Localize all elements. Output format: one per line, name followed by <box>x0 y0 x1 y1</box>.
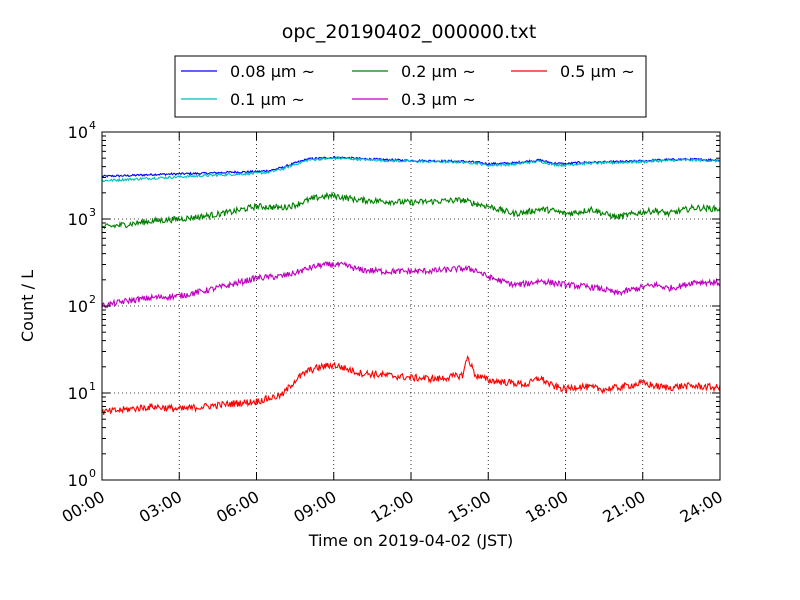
x-tick-labels: 00:00 03:00 06:00 09:00 12:00 15:00 18:00 21:00… <box>59 487 726 527</box>
x-tick-label: 21:00 <box>599 487 648 527</box>
legend-label: 0.3 μm ~ <box>401 90 476 109</box>
series-group <box>101 155 721 416</box>
y-tick-base: 10 <box>68 384 88 403</box>
legend-label: 0.08 μm ~ <box>230 62 315 81</box>
y-tick-base: 10 <box>68 210 88 229</box>
y-tick-label: 10 0 <box>68 467 96 490</box>
chart-legend: 0.08 μm ~ 0.1 μm ~ 0.2 μm ~ 0.3 μm ~ 0.5 μm … <box>174 55 647 118</box>
y-tick-label: 10 3 <box>68 206 96 229</box>
plot-frame <box>101 131 721 481</box>
y-tick-exponent: 2 <box>89 293 96 306</box>
grid-lines <box>102 132 720 480</box>
x-tick-label: 09:00 <box>290 487 339 527</box>
x-tick-label: 15:00 <box>445 487 494 527</box>
legend-item: 0.3 μm ~ <box>352 90 476 109</box>
legend-item: 0.5 μm ~ <box>511 62 635 81</box>
x-tick-label: 18:00 <box>522 487 571 527</box>
series-line-1 <box>101 155 721 183</box>
x-tick-label: 12:00 <box>368 487 417 527</box>
series-line-3 <box>101 261 721 309</box>
series-line-2 <box>101 191 721 230</box>
x-tick-label: 00:00 <box>59 487 108 527</box>
legend-item: 0.08 μm ~ <box>181 62 315 81</box>
y-tick-exponent: 0 <box>89 467 96 480</box>
legend-item: 0.2 μm ~ <box>352 62 476 81</box>
y-axis-label: Count / L <box>18 270 37 342</box>
y-tick-label: 10 2 <box>68 293 96 316</box>
y-tick-exponent: 1 <box>89 380 96 393</box>
y-tick-exponent: 3 <box>89 206 96 219</box>
legend-item: 0.1 μm ~ <box>181 90 305 109</box>
x-axis-label: Time on 2019-04-02 (JST) <box>308 531 513 550</box>
x-tick-label: 03:00 <box>136 487 185 527</box>
y-tick-label: 10 4 <box>68 119 96 142</box>
y-tick-label: 10 1 <box>68 380 96 403</box>
legend-frame <box>174 55 647 118</box>
y-tick-exponent: 4 <box>89 119 96 132</box>
legend-label: 0.2 μm ~ <box>401 62 476 81</box>
y-tick-base: 10 <box>68 471 88 490</box>
series-line-4 <box>101 354 721 416</box>
chart-title: opc_20190402_000000.txt <box>282 21 537 43</box>
y-tick-base: 10 <box>68 123 88 142</box>
y-tick-base: 10 <box>68 297 88 316</box>
legend-label: 0.5 μm ~ <box>560 62 635 81</box>
legend-label: 0.1 μm ~ <box>230 90 305 109</box>
x-tick-label: 06:00 <box>213 487 262 527</box>
plot-area <box>101 131 721 481</box>
x-tick-label: 24:00 <box>677 487 726 527</box>
